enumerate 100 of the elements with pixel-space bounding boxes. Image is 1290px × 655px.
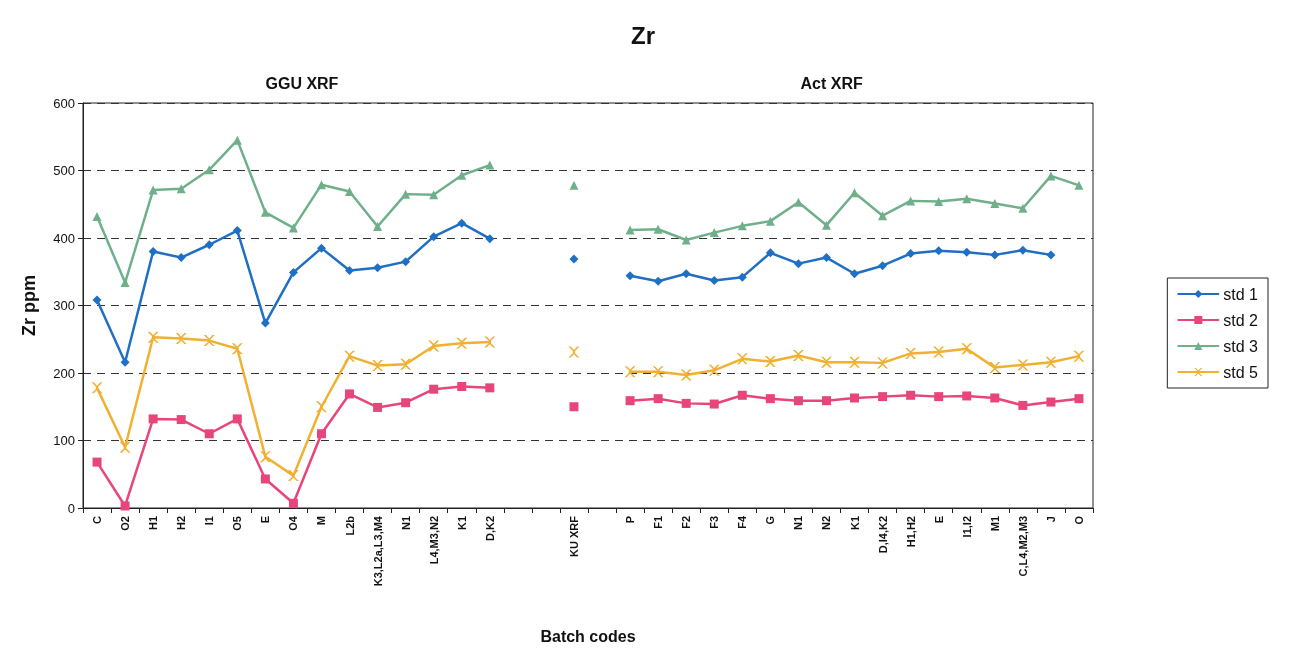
y-tick-label: 100 <box>53 433 75 448</box>
point <box>457 382 467 391</box>
point <box>850 188 860 198</box>
text: GGU XRF <box>265 74 339 92</box>
point <box>232 226 242 236</box>
y-tick-label: 500 <box>53 163 75 178</box>
point <box>316 243 326 253</box>
x-tick-label: F3 <box>708 516 721 529</box>
point <box>681 269 691 279</box>
x-tick-label: C <box>91 515 104 524</box>
point <box>990 250 1000 260</box>
point <box>1074 180 1084 190</box>
point <box>288 498 298 508</box>
point <box>260 318 270 328</box>
x-tick-label: C,L4,M2,M3 <box>1016 516 1029 577</box>
y-tick-label: 300 <box>53 298 75 313</box>
point <box>793 197 803 207</box>
point <box>906 390 916 400</box>
x-tick-label: N1 <box>399 516 412 531</box>
point <box>260 474 270 484</box>
point <box>653 394 663 404</box>
point <box>764 356 776 368</box>
point <box>989 362 1001 374</box>
point <box>737 390 747 400</box>
x-tick-label: L2b <box>343 515 356 536</box>
x-tick-label: N1 <box>792 516 805 531</box>
x-tick-label: E <box>259 516 272 524</box>
point <box>653 224 663 234</box>
x-axis-title: Batch codes <box>540 627 636 645</box>
point <box>933 346 945 358</box>
point <box>934 197 944 207</box>
point <box>625 396 635 406</box>
point <box>372 360 384 372</box>
x-tick-label: O <box>1072 515 1085 525</box>
point <box>878 261 888 271</box>
point <box>204 429 214 439</box>
point <box>990 199 1000 209</box>
x-tick-label: D,I4,K2 <box>876 516 889 554</box>
point <box>625 271 635 281</box>
x-tick-label: M1 <box>988 516 1001 532</box>
point <box>401 257 411 267</box>
point <box>905 347 917 359</box>
y-tick-label: 200 <box>53 365 75 381</box>
point <box>401 398 411 408</box>
point <box>345 186 355 196</box>
point <box>737 272 747 282</box>
point <box>92 211 102 221</box>
point <box>652 366 664 378</box>
point <box>120 501 130 511</box>
point <box>485 383 495 393</box>
point <box>373 222 383 232</box>
x-tick-label: K1 <box>455 516 468 531</box>
point <box>765 394 775 404</box>
x-tick-label: I1,I2 <box>960 516 973 538</box>
point <box>990 393 1000 403</box>
point <box>821 396 831 406</box>
x-tick-label: K3,L2a,L3,M4 <box>371 515 384 587</box>
point <box>148 414 158 424</box>
x-tick-label: G <box>764 516 777 525</box>
point <box>877 357 889 369</box>
legend-label: std 2 <box>1223 311 1259 329</box>
point <box>373 263 383 273</box>
point <box>92 295 102 305</box>
point <box>457 170 467 180</box>
x-tick-label: O4 <box>287 515 300 531</box>
point <box>345 265 355 275</box>
x-tick-label: E <box>932 516 945 524</box>
x-tick-label: K1 <box>848 516 861 531</box>
point <box>120 278 130 288</box>
point <box>878 211 888 221</box>
point <box>934 246 944 256</box>
point <box>119 441 131 453</box>
y-tick-label: 600 <box>53 95 75 111</box>
point <box>485 234 495 244</box>
point <box>120 357 130 367</box>
point <box>316 429 326 439</box>
y-tick-label: 0 <box>67 500 75 516</box>
point <box>176 253 186 263</box>
point <box>176 415 186 425</box>
x-tick-label: O2 <box>119 516 132 531</box>
y-axis-title: Zr ppm <box>19 275 39 336</box>
point <box>232 414 242 424</box>
point <box>315 401 327 413</box>
point <box>287 470 299 482</box>
point <box>148 247 158 256</box>
point <box>820 356 832 368</box>
point <box>821 253 831 263</box>
point <box>400 358 412 370</box>
point <box>736 353 748 365</box>
x-tick-label: D,K2 <box>483 516 496 542</box>
x-tick-label: I1 <box>203 516 216 526</box>
point <box>793 396 803 406</box>
point <box>569 402 579 412</box>
point <box>1018 245 1028 255</box>
point <box>569 254 579 264</box>
text: Act XRF <box>800 74 863 92</box>
point <box>1018 203 1028 213</box>
point <box>681 398 691 408</box>
point <box>624 366 636 378</box>
point <box>962 247 972 257</box>
